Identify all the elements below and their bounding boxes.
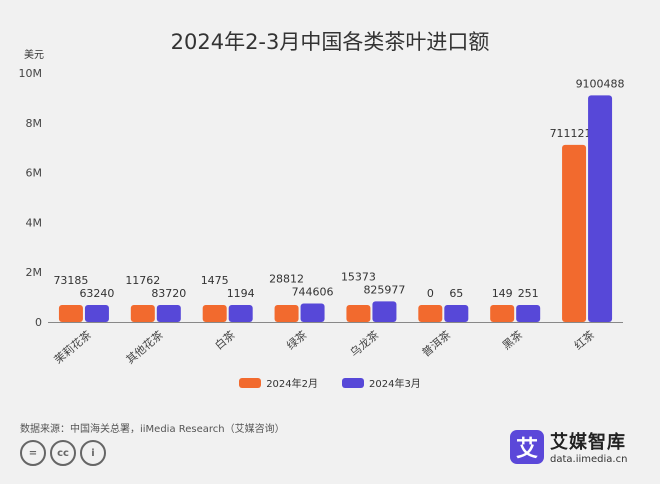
data-label: 1475 — [201, 274, 229, 287]
bar — [516, 305, 541, 322]
legend-swatch — [342, 377, 364, 388]
source-note: 数据来源：中国海关总署，iiMedia Research（艾媒咨询） — [20, 424, 285, 435]
bar — [58, 305, 83, 322]
x-tick-label: 普洱茶 — [419, 328, 453, 360]
x-tick-label: 绿茶 — [284, 328, 310, 353]
bar — [156, 305, 181, 322]
data-label: 825977 — [363, 283, 405, 296]
logo-url: data.iimedia.cn — [550, 454, 628, 465]
cc-nd-icon: = — [20, 440, 46, 466]
y-tick-label: 8M — [26, 117, 43, 130]
data-label: 83720 — [151, 287, 186, 300]
data-label: 7111210 — [550, 127, 599, 140]
y-tick-label: 2M — [26, 266, 43, 279]
bar — [588, 95, 613, 322]
logo-mark: 艾 — [510, 429, 544, 464]
chart-title: 2024年2-3月中国各类茶叶进口额 — [170, 30, 490, 54]
data-label: 65 — [449, 287, 463, 300]
data-label: 11762 — [125, 274, 160, 287]
x-tick-label: 其他花茶 — [124, 328, 166, 366]
legend-label: 2024年3月 — [369, 379, 421, 390]
x-tick-label: 白茶 — [212, 328, 238, 353]
data-label: 0 — [427, 287, 434, 300]
data-label: 744606 — [292, 285, 334, 298]
data-label: 15373 — [341, 270, 376, 283]
bar — [346, 305, 371, 322]
x-tick-label: 黑茶 — [500, 328, 525, 352]
y-tick-label: 6M — [26, 167, 43, 180]
bar — [418, 305, 443, 322]
cc-icon: cc — [50, 440, 76, 466]
bar — [228, 305, 253, 322]
x-tick-label: 茉莉花茶 — [51, 328, 94, 367]
legend: 2024年2月 2024年3月 — [0, 375, 660, 390]
logo-name: 艾媒智库 — [550, 432, 626, 453]
data-label: 63240 — [79, 287, 114, 300]
data-label: 9100488 — [576, 77, 625, 90]
bar — [562, 144, 587, 322]
bar — [84, 305, 109, 322]
bar — [372, 301, 397, 322]
bar — [444, 305, 469, 322]
x-tick-label: 红茶 — [572, 328, 597, 352]
logo: 艾 艾媒智库 data.iimedia.cn — [510, 428, 627, 465]
bar — [300, 303, 325, 322]
data-label: 28812 — [269, 272, 304, 285]
legend-item-feb[interactable]: 2024年2月 — [239, 375, 318, 390]
bar — [490, 305, 515, 322]
legend-label: 2024年2月 — [266, 379, 318, 390]
data-label: 73185 — [53, 274, 88, 287]
x-tick-label: 乌龙茶 — [347, 328, 381, 360]
cc-by-icon: i — [80, 440, 106, 466]
y-tick-label: 10M — [19, 67, 43, 80]
bar — [130, 305, 155, 322]
data-label: 1194 — [227, 287, 255, 300]
bar — [202, 305, 227, 322]
y-tick-label: 4M — [26, 216, 43, 229]
data-label: 149 — [492, 287, 513, 300]
legend-item-mar[interactable]: 2024年3月 — [342, 375, 421, 390]
legend-swatch — [239, 377, 262, 388]
cc-license: = cc i — [20, 440, 106, 466]
bar — [274, 305, 299, 322]
data-label: 251 — [518, 287, 539, 300]
y-axis-label: 美元 — [24, 48, 44, 61]
y-tick-label: 0 — [35, 316, 42, 329]
